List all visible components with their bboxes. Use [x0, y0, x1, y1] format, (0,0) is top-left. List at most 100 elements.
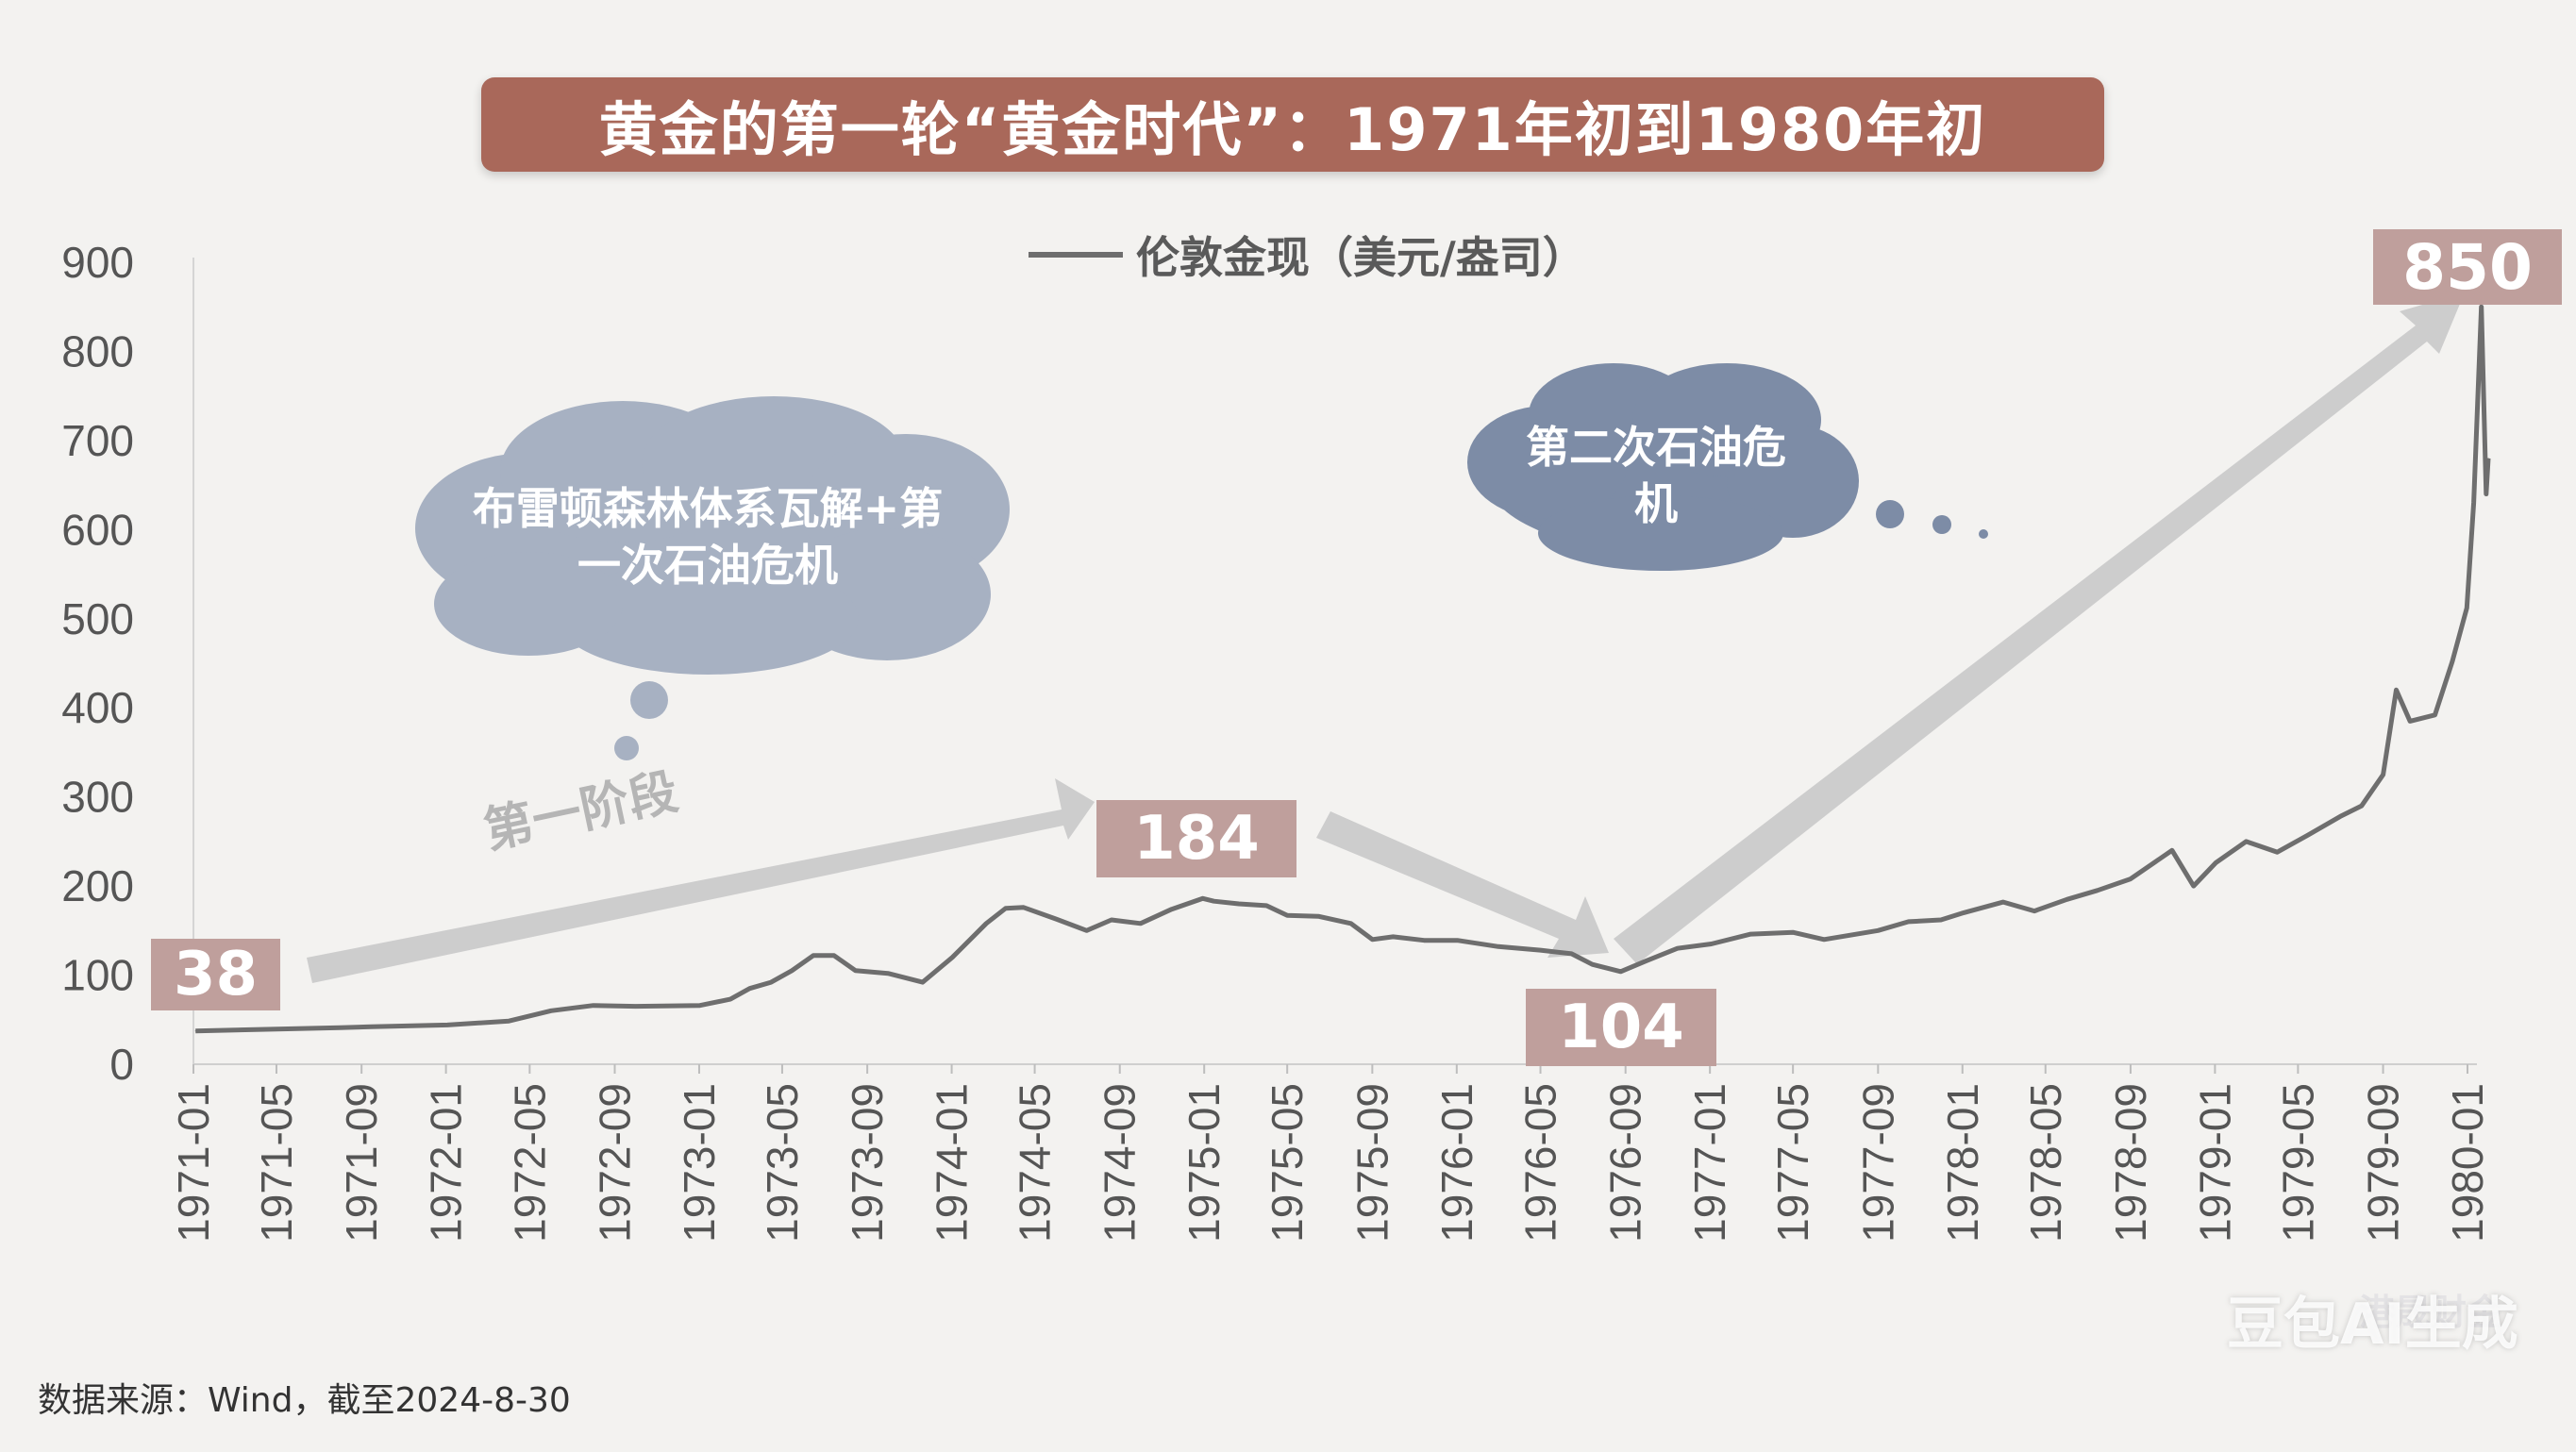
x-tick-label: 1979-01: [2190, 1083, 2239, 1243]
cloud-bubble-2: [1467, 363, 1988, 571]
data-point: [255, 1028, 257, 1030]
data-point: [2434, 714, 2435, 716]
x-tick-label: 1973-09: [843, 1083, 892, 1243]
data-point: [1823, 939, 1825, 941]
x-tick-label: 1979-09: [2359, 1083, 2408, 1243]
x-tick-label: 1972-05: [505, 1083, 554, 1243]
data-point: [2339, 815, 2341, 817]
y-tick-label: 0: [109, 1040, 134, 1089]
data-point: [194, 1030, 196, 1032]
x-tick-label: 1977-05: [1768, 1083, 1817, 1243]
data-point: [1055, 918, 1057, 920]
x-tick-label: 1972-09: [591, 1083, 640, 1243]
data-point: [833, 955, 835, 957]
data-point: [749, 988, 750, 990]
y-tick-label: 300: [61, 773, 134, 822]
data-point: [770, 981, 772, 983]
data-point: [1286, 914, 1288, 916]
data-point: [1023, 907, 1025, 909]
y-tick-label: 100: [61, 951, 134, 1000]
y-tick-label: 800: [61, 326, 134, 376]
data-point: [1940, 919, 1942, 921]
data-point: [2002, 901, 2004, 903]
data-point: [2485, 493, 2487, 495]
data-point: [446, 1024, 448, 1026]
data-point: [1140, 923, 1142, 925]
x-tick-label: 1971-05: [252, 1083, 301, 1243]
data-point: [985, 923, 987, 925]
data-point: [370, 1026, 372, 1027]
data-point: [1350, 923, 1352, 925]
data-point: [1317, 915, 1319, 917]
x-tick-label: 1973-05: [758, 1083, 807, 1243]
x-tick-label: 1978-09: [2106, 1083, 2155, 1243]
x-tick-label: 1978-05: [2021, 1083, 2070, 1243]
data-point: [2307, 834, 2309, 836]
bubble-layer: [415, 363, 1988, 760]
data-point: [1908, 921, 1910, 923]
legend-label: 伦敦金现（美元/盎司）: [1136, 232, 1586, 283]
y-tick-label: 600: [61, 505, 134, 554]
data-point: [1963, 911, 1965, 913]
data-point: [951, 957, 953, 959]
arrow-stage2: [1614, 292, 2465, 964]
data-point: [1749, 933, 1751, 935]
data-point: [1005, 908, 1007, 910]
x-tick-label: 1975-09: [1347, 1083, 1397, 1243]
data-point: [2361, 805, 2363, 807]
data-point: [1392, 936, 1394, 938]
data-point: [2171, 849, 2173, 851]
data-point: [855, 970, 857, 972]
x-tick-label: 1973-01: [675, 1083, 724, 1243]
data-point: [1371, 939, 1373, 941]
bubble-text-1: 布雷顿森林体系瓦解+第一次石油危机: [472, 483, 944, 591]
data-point: [2276, 851, 2278, 853]
data-point: [1202, 897, 1204, 899]
x-tick-label: 1980-01: [2443, 1083, 2492, 1243]
data-point: [2487, 458, 2489, 459]
data-point: [1711, 943, 1713, 944]
data-point: [2451, 660, 2453, 662]
data-point: [508, 1020, 510, 1022]
axis-layer: 0 100 200 300 400 500 600 700 800 900 1971-01 1971-…: [61, 238, 2492, 1243]
value-box-38: 38: [151, 939, 280, 1010]
arrow-layer: [307, 292, 2465, 983]
data-point: [1877, 929, 1879, 931]
data-point: [1620, 971, 1622, 973]
value-box-104: 104: [1526, 989, 1716, 1066]
x-tick-label: 1977-01: [1685, 1083, 1734, 1243]
data-point: [2193, 885, 2195, 887]
data-point: [593, 1005, 594, 1007]
y-tick-label: 200: [61, 861, 134, 910]
data-point: [2130, 878, 2132, 880]
title-banner: 黄金的第一轮“黄金时代”：1971年初到1980年初: [481, 77, 2104, 172]
x-tick-label: 1975-01: [1179, 1083, 1229, 1243]
data-point: [2097, 890, 2099, 892]
value-box-184: 184: [1096, 800, 1296, 877]
x-tick-label: 1974-09: [1096, 1083, 1145, 1243]
data-point: [2033, 910, 2035, 912]
value-box-850: 850: [2373, 229, 2562, 305]
data-point: [1592, 963, 1593, 965]
x-tick-label: 1976-05: [1516, 1083, 1565, 1243]
data-point: [1457, 940, 1458, 942]
arrow-stage1: [307, 778, 1095, 983]
x-tick-label: 1976-09: [1601, 1083, 1650, 1243]
data-point: [2396, 689, 2397, 691]
data-point: [812, 955, 814, 957]
y-tick-label: 400: [61, 683, 134, 732]
x-tick-label: 1971-09: [337, 1083, 386, 1243]
data-point: [729, 998, 731, 1000]
data-point: [550, 1010, 552, 1011]
data-point: [699, 1005, 701, 1007]
data-point: [1497, 945, 1499, 947]
watermark-secondary: 港晟财金: [2359, 1292, 2503, 1333]
watermark: 豆包AI生成: [2227, 1292, 2518, 1358]
x-tick-label: 1979-05: [2273, 1083, 2322, 1243]
data-point: [791, 970, 793, 972]
x-tick-label: 1976-01: [1432, 1083, 1481, 1243]
data-point: [1677, 947, 1679, 949]
source-note: 数据来源：Wind，截至2024-8-30: [38, 1381, 571, 1420]
